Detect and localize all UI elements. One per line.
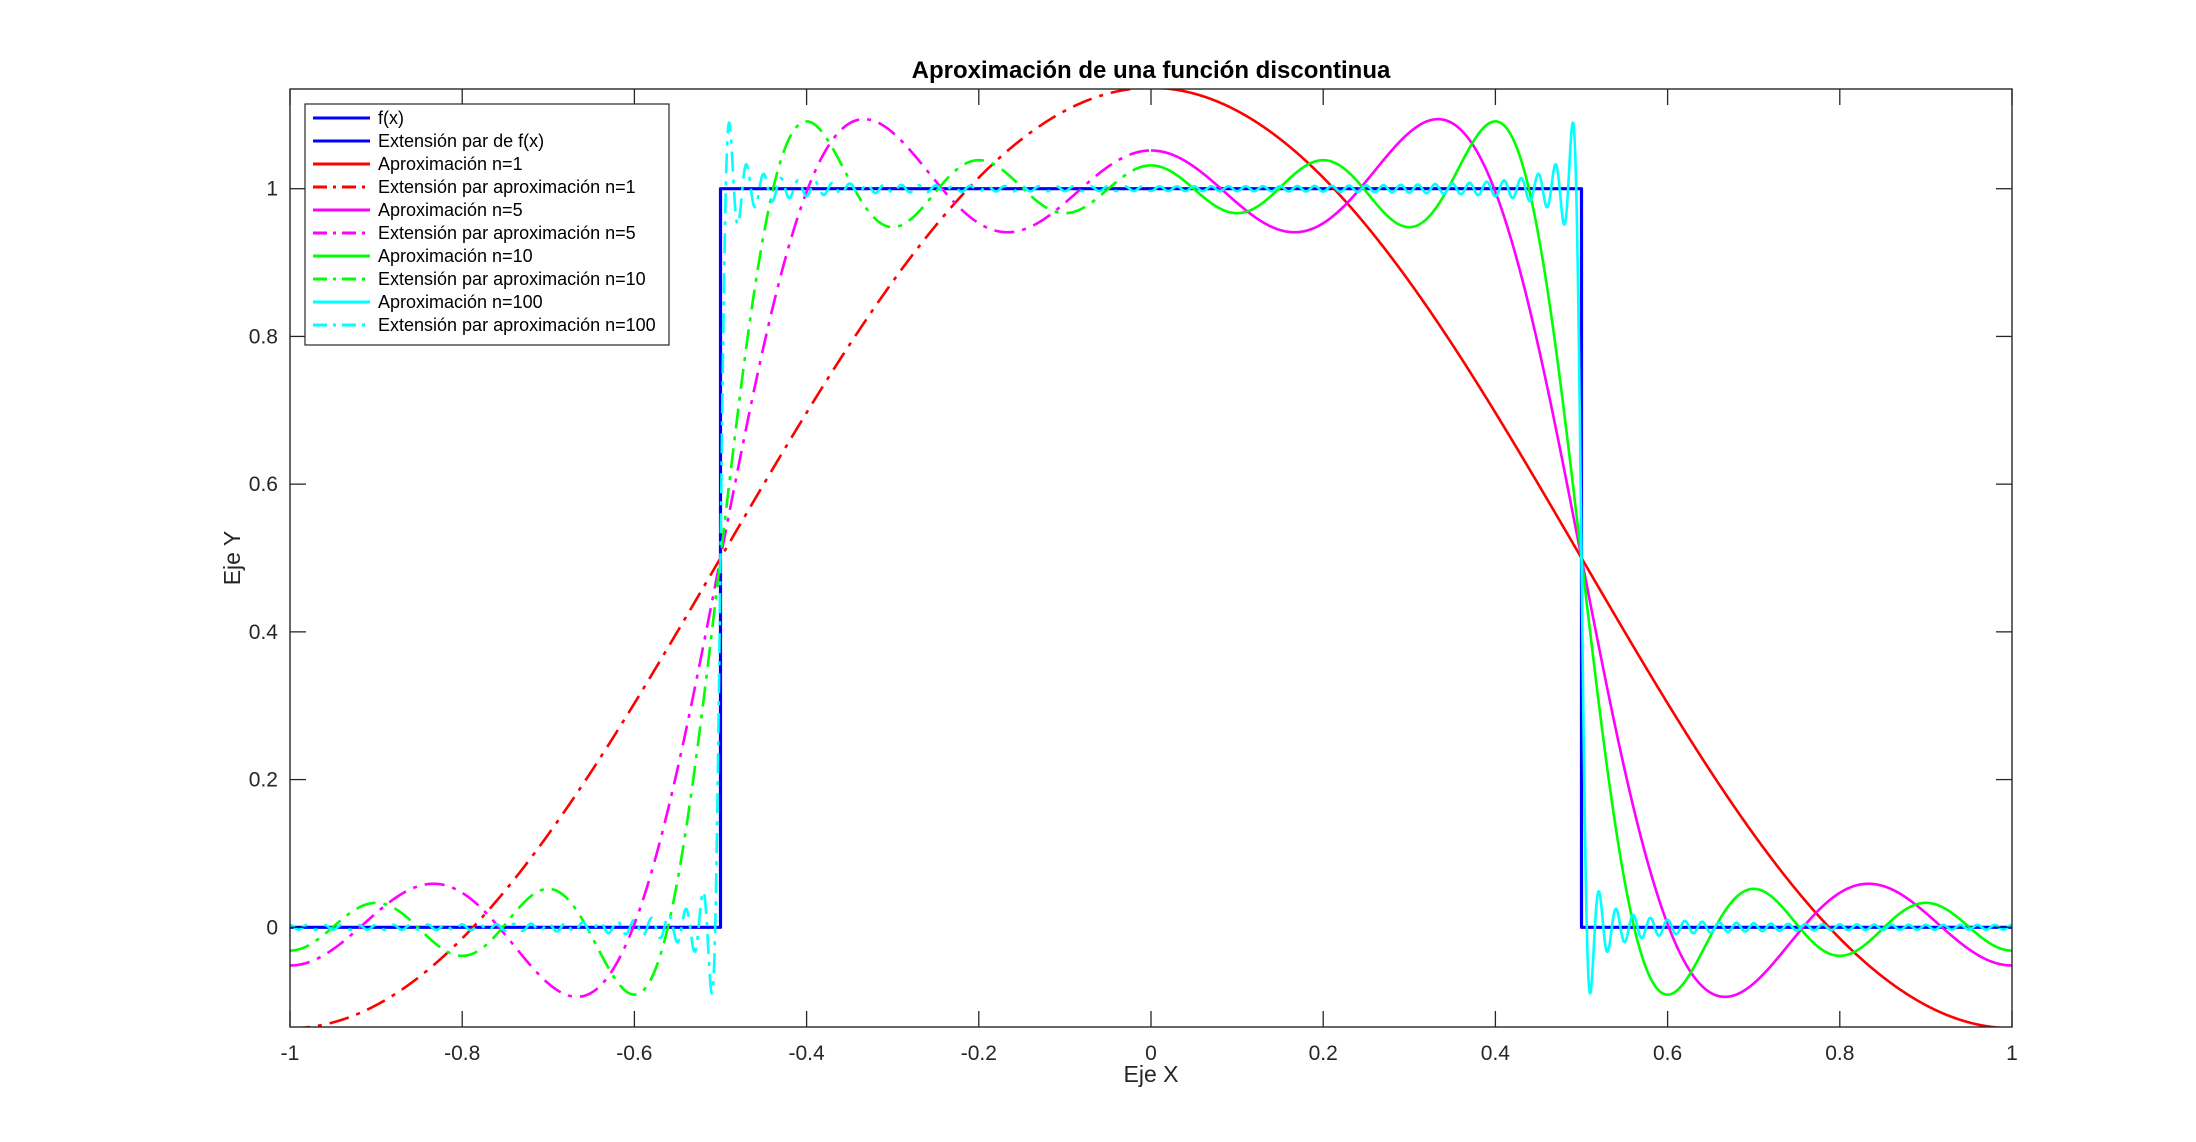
y-tick-label: 0.8 [249,325,278,348]
x-tick-label: -0.8 [444,1042,480,1065]
x-tick-label: -0.4 [789,1042,826,1065]
x-tick-label: 0.2 [1309,1042,1338,1065]
x-tick-label: 0 [1145,1042,1157,1065]
plot-data-layer [290,89,2012,1027]
series-line-extension-par-aproximacion-n-100 [290,121,1152,995]
legend-label: Aproximación n=100 [378,292,543,312]
x-tick-label: 0.6 [1653,1042,1682,1065]
y-tick-label: 0 [266,916,278,939]
x-tick-label: 0.4 [1481,1042,1511,1065]
legend: f(x) Extensión par de f(x) Aproximación n=… [304,103,670,346]
legend-label: Extensión par aproximación n=10 [378,269,646,289]
legend-label: Extensión par aproximación n=100 [378,315,656,335]
legend-label: Extensión par de f(x) [378,131,544,151]
x-tick-label: -1 [281,1042,300,1065]
x-tick-label: -0.2 [961,1042,997,1065]
legend-label: Extensión par aproximación n=1 [378,177,636,197]
y-tick-label: 0.2 [249,769,278,792]
axis-ticks: -1 -0.8 -0.6 -0.4 -0.2 0 0.2 0.4 0.6 0.8 1 0 0.2 0.4 0… [249,89,2018,1065]
y-tick-label: 1 [266,178,278,201]
x-tick-label: -0.6 [616,1042,652,1065]
legend-box [304,103,670,346]
legend-label: f(x) [378,108,404,128]
legend-label: Aproximación n=10 [378,246,533,266]
series-line-aproximacion-n-100 [1150,121,2012,995]
y-tick-label: 0.4 [249,621,279,644]
x-axis-label: Eje X [1124,1061,1179,1087]
x-tick-label: 0.8 [1825,1042,1854,1065]
x-tick-label: 1 [2006,1042,2018,1065]
series-line-extension-par-aproximacion-n-1 [290,89,1151,1027]
chart-title: Aproximación de una función discontinua [912,57,1391,84]
y-axis-label: Eje Y [219,531,245,586]
legend-label: Aproximación n=1 [378,154,523,174]
y-tick-label: 0.6 [249,473,278,496]
legend-label: Extensión par aproximación n=5 [378,223,636,243]
legend-label: Aproximación n=5 [378,200,523,220]
